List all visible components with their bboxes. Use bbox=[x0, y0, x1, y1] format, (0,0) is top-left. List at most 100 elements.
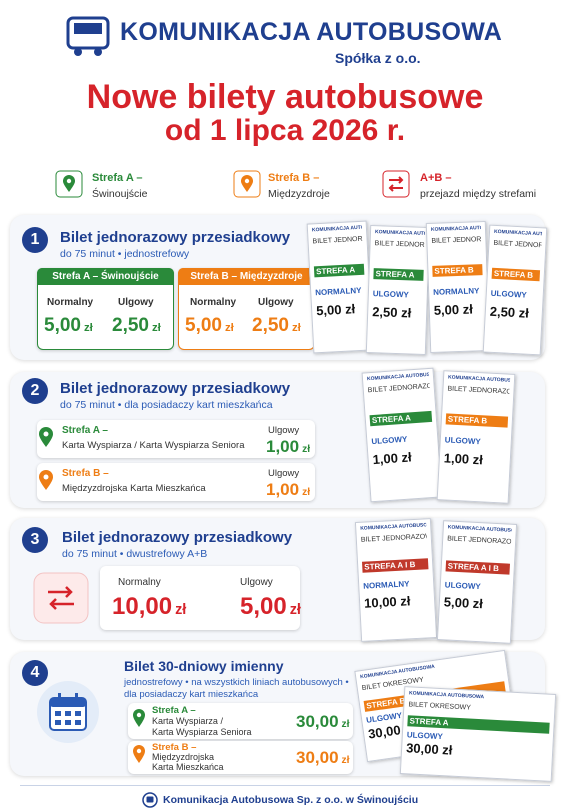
row-box bbox=[37, 420, 315, 458]
ticket-price: 5,00 zł bbox=[443, 594, 484, 612]
ticket: KOMUNIKACJA AUTOBUSOWA BILET JEDNORAZOWY S… bbox=[436, 370, 516, 504]
ticket-type: ULGOWY bbox=[444, 580, 481, 592]
section-title: Bilet jednorazowy przesiadkowy bbox=[60, 229, 291, 246]
ticket-title: BILET JEDNORAZOWY bbox=[493, 239, 542, 250]
ticket: KOMUNIKACJA AUTOBUSOWA BILET JEDNORAZOWY S… bbox=[361, 367, 443, 503]
ab-icon bbox=[33, 572, 89, 624]
ticket-type: ULGOWY bbox=[372, 289, 409, 300]
pin-a bbox=[133, 709, 145, 727]
price-value: 30,00 bbox=[296, 712, 339, 731]
legend-desc: Międzyzdroje bbox=[268, 188, 330, 200]
footer-rule bbox=[20, 785, 550, 786]
legend-desc: przejazd między strefami bbox=[420, 188, 537, 200]
row-zone: Strefa A – bbox=[152, 705, 196, 716]
footer-text: Komunikacja Autobusowa Sp. z o.o. w Świn… bbox=[163, 794, 419, 806]
calendar-icon bbox=[37, 681, 99, 743]
ticket-brand: KOMUNIKACJA AUTOBUSOWA bbox=[311, 224, 363, 234]
company: Spółka z o.o. bbox=[335, 50, 421, 66]
ticket: KOMUNIKACJA AUTOBUSOWA BILET JEDNORAZOWY S… bbox=[425, 220, 491, 354]
ticket: KOMUNIKACJA AUTOBUSOWA BILET JEDNORAZOWY S… bbox=[354, 518, 438, 642]
section-number: 2 bbox=[22, 378, 48, 404]
zone-header: Strefa B – Międzyzdroje bbox=[178, 268, 315, 285]
section-number: 3 bbox=[22, 527, 48, 553]
price: 5,00 zł bbox=[185, 315, 234, 337]
price: 30,00 zł bbox=[296, 748, 349, 768]
price-value: 30,00 bbox=[296, 748, 339, 767]
ticket: KOMUNIKACJA AUTOBUSOWA BILET JEDNORAZOWY S… bbox=[482, 224, 548, 356]
price-unit: zł bbox=[341, 755, 350, 766]
section-subtitle: do 75 minut • jednostrefowy bbox=[60, 248, 190, 260]
price: 1,00 zł bbox=[266, 437, 310, 457]
section-subtitle: jednostrefowy • na wszystkich liniach au… bbox=[124, 677, 349, 688]
ticket-price: 1,00 zł bbox=[372, 449, 413, 468]
row-card: Międzyzdrojska bbox=[152, 752, 215, 762]
row-card: Karta Wyspiarza Seniora bbox=[152, 727, 252, 737]
section-title: Bilet jednorazowy przesiadkowy bbox=[60, 380, 291, 397]
ticket-zone: STREFA A bbox=[369, 410, 433, 427]
price-value: 5,00 bbox=[240, 593, 287, 620]
legend-label: Strefa A – bbox=[92, 172, 143, 184]
price-unit: zł bbox=[175, 602, 187, 618]
ticket-zone: STREFA B bbox=[491, 267, 541, 282]
legend-icon-b bbox=[233, 170, 261, 198]
title-line2: od 1 lipca 2026 r. bbox=[164, 114, 406, 147]
ticket-price: 1,00 zł bbox=[443, 450, 484, 468]
ticket-zone: STREFA A I B bbox=[445, 560, 511, 575]
zone-header: Strefa A – Świnoujście bbox=[37, 268, 174, 285]
row-card: Karta Mieszkańca bbox=[152, 762, 224, 772]
ticket-title: BILET JEDNORAZOWY bbox=[447, 385, 510, 396]
section-number: 1 bbox=[22, 227, 48, 253]
ticket-brand: KOMUNIKACJA AUTOBUSOWA bbox=[430, 225, 482, 233]
ticket-zone: STREFA A I B bbox=[361, 558, 429, 573]
ticket-brand: KOMUNIKACJA AUTOBUSOWA bbox=[366, 371, 430, 383]
ticket-title: BILET JEDNORAZOWY bbox=[360, 533, 427, 544]
pin-a bbox=[39, 427, 53, 447]
ticket-title: BILET JEDNORAZOWY bbox=[447, 535, 512, 546]
ticket-type: NORMALNY bbox=[315, 285, 362, 298]
legend-label: A+B – bbox=[420, 172, 452, 184]
price-unit: zł bbox=[302, 444, 311, 455]
ticket-zone: STREFA A bbox=[373, 268, 424, 281]
price-label: Normalny bbox=[190, 297, 237, 308]
ticket: KOMUNIKACJA AUTOBUSOWA BILET JEDNORAZOWY S… bbox=[365, 224, 431, 356]
price: 5,00 zł bbox=[44, 315, 93, 337]
price-unit: zł bbox=[289, 602, 301, 618]
price-unit: zł bbox=[224, 322, 234, 334]
price-label: Ulgowy bbox=[258, 297, 294, 308]
ticket-zone: STREFA B bbox=[432, 264, 483, 277]
ticket-price: 5,00 zł bbox=[433, 301, 474, 318]
row-box bbox=[128, 741, 353, 774]
row-zone: Strefa B – bbox=[62, 468, 109, 479]
price-value: 5,00 bbox=[185, 315, 222, 336]
ticket: KOMUNIKACJA AUTOBUSOWA BILET JEDNORAZOWY S… bbox=[436, 520, 518, 644]
ticket-brand: KOMUNIKACJA AUTOBUSOWA bbox=[374, 229, 426, 237]
price-value: 2,50 bbox=[112, 315, 149, 336]
bus-logo bbox=[66, 16, 110, 56]
price-label: Normalny bbox=[118, 577, 161, 588]
legend-icon-a bbox=[55, 170, 83, 198]
section-subtitle: do 75 minut • dla posiadaczy kart mieszk… bbox=[60, 399, 273, 411]
price-unit: zł bbox=[302, 487, 311, 498]
ticket-brand: KOMUNIKACJA AUTOBUSOWA bbox=[360, 522, 427, 532]
price-value: 5,00 bbox=[44, 315, 81, 336]
ticket-price: 2,50 zł bbox=[371, 304, 412, 321]
section-subtitle: dla posiadaczy kart mieszkańca bbox=[124, 689, 259, 700]
price: 1,00 zł bbox=[266, 480, 310, 500]
price-unit: zł bbox=[291, 322, 301, 334]
row-zone: Strefa A – bbox=[62, 425, 108, 436]
legend-icon-ab bbox=[382, 170, 410, 198]
price-label: Ulgowy bbox=[118, 297, 154, 308]
price-label: Ulgowy bbox=[268, 468, 300, 479]
price-value: 10,00 bbox=[112, 593, 173, 620]
pin-b bbox=[39, 470, 53, 490]
price-label: Normalny bbox=[47, 297, 94, 308]
section-title: Bilet 30-dniowy imienny bbox=[124, 658, 284, 674]
row-zone: Strefa B – bbox=[152, 742, 197, 753]
price-value: 1,00 bbox=[266, 437, 300, 456]
ticket-type: NORMALNY bbox=[363, 579, 410, 591]
ticket: KOMUNIKACJA AUTOBUSOWA BILET OKRESOWY STRE… bbox=[399, 686, 557, 782]
ticket-price: 5,00 zł bbox=[315, 301, 356, 319]
ticket-type: ULGOWY bbox=[371, 434, 408, 447]
ticket-type: ULGOWY bbox=[444, 435, 481, 447]
row-card: Karta Wyspiarza / bbox=[152, 716, 223, 726]
